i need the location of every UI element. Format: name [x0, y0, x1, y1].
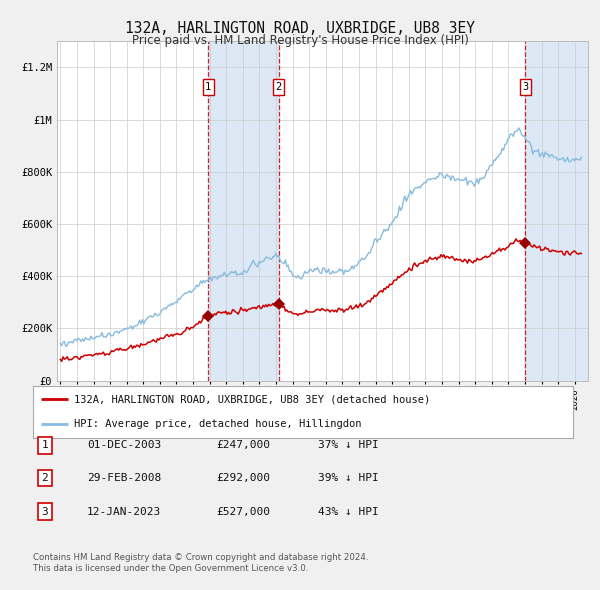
Text: 43% ↓ HPI: 43% ↓ HPI	[318, 507, 379, 516]
Text: 2: 2	[41, 473, 49, 483]
Text: £527,000: £527,000	[216, 507, 270, 516]
Text: Price paid vs. HM Land Registry's House Price Index (HPI): Price paid vs. HM Land Registry's House …	[131, 34, 469, 47]
Text: HPI: Average price, detached house, Hillingdon: HPI: Average price, detached house, Hill…	[74, 419, 361, 430]
Text: 1: 1	[205, 82, 211, 92]
Text: 2: 2	[275, 82, 282, 92]
Bar	[526, 41, 588, 381]
Text: 29-FEB-2008: 29-FEB-2008	[87, 473, 161, 483]
Text: 01-DEC-2003: 01-DEC-2003	[87, 441, 161, 450]
Text: 132A, HARLINGTON ROAD, UXBRIDGE, UB8 3EY (detached house): 132A, HARLINGTON ROAD, UXBRIDGE, UB8 3EY…	[74, 394, 430, 404]
Text: 3: 3	[523, 82, 529, 92]
Text: 1: 1	[41, 441, 49, 450]
Bar	[208, 41, 278, 381]
Text: 12-JAN-2023: 12-JAN-2023	[87, 507, 161, 516]
Text: This data is licensed under the Open Government Licence v3.0.: This data is licensed under the Open Gov…	[33, 565, 308, 573]
Text: 39% ↓ HPI: 39% ↓ HPI	[318, 473, 379, 483]
Text: 37% ↓ HPI: 37% ↓ HPI	[318, 441, 379, 450]
Text: £292,000: £292,000	[216, 473, 270, 483]
Text: 3: 3	[41, 507, 49, 516]
Text: Contains HM Land Registry data © Crown copyright and database right 2024.: Contains HM Land Registry data © Crown c…	[33, 553, 368, 562]
Text: 132A, HARLINGTON ROAD, UXBRIDGE, UB8 3EY: 132A, HARLINGTON ROAD, UXBRIDGE, UB8 3EY	[125, 21, 475, 35]
Text: £247,000: £247,000	[216, 441, 270, 450]
